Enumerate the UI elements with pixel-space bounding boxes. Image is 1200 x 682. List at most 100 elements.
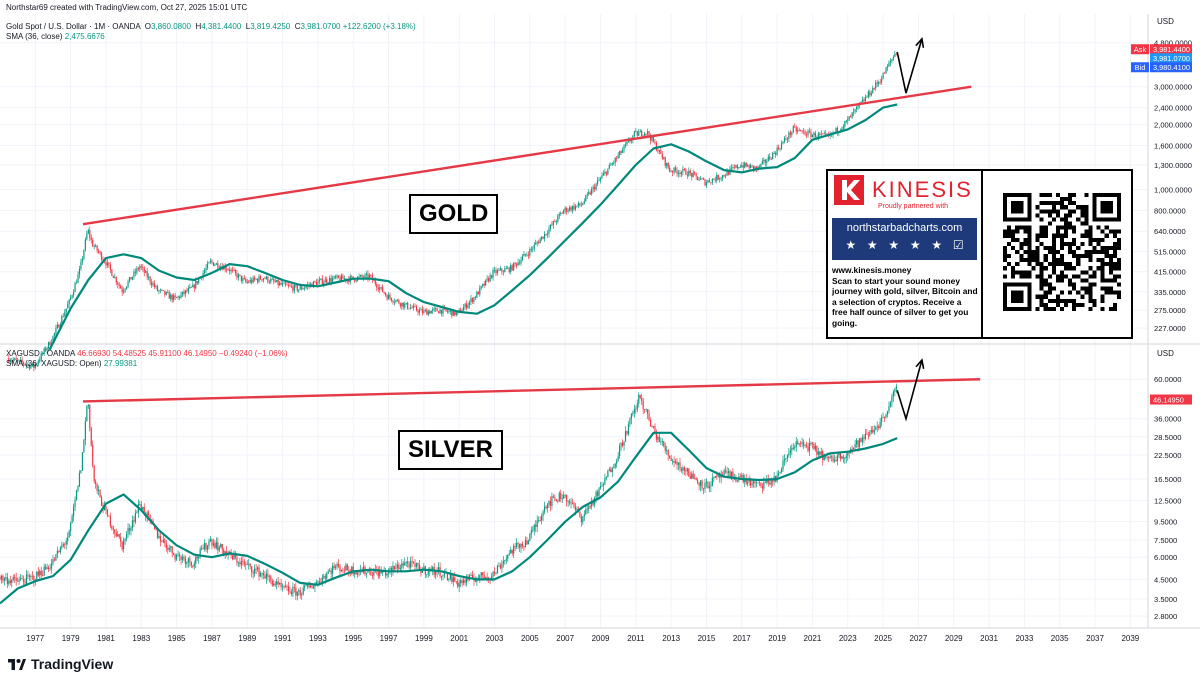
silver-low: 45.91100 [148,349,182,358]
gold-candle [521,256,524,260]
gold-candle [292,286,294,291]
silver-candle [607,470,609,478]
gold-candle [635,131,637,133]
gold-candle [417,310,419,313]
gold-y-tick: 640.0000 [1154,227,1186,236]
silver-candle [663,441,665,447]
silver-candle [698,482,700,486]
silver-candle [636,403,638,410]
tradingview-logo[interactable]: TradingView [8,656,113,672]
silver-candle [523,546,525,548]
silver-candle [576,508,578,511]
gold-candle [198,278,200,284]
gold-projection-arrow[interactable] [896,38,923,94]
silver-candle [667,450,669,456]
silver-candle [586,508,588,510]
silver-sma-label: SMA (36, XAGUSD: Open) [6,359,102,368]
gold-y-tick: 3,000.0000 [1154,83,1192,92]
silver-candle [449,574,451,579]
silver-candle [348,569,350,572]
silver-candle [471,574,474,579]
silver-candle [713,477,715,479]
gold-candle [804,131,806,135]
ad-text-line[interactable]: www.kinesis.money [832,265,912,275]
gold-candle [704,179,706,186]
gold-candle [567,210,569,212]
gold-candle [564,207,566,211]
silver-candle [619,445,621,457]
silver-candle [564,494,566,496]
silver-legend: XAGUSD · OANDA 46.66930 54.48525 45.9110… [6,349,287,358]
x-tick: 2021 [804,634,822,643]
gold-candle [299,286,301,290]
gold-candle [654,141,656,143]
ad-partner-text: Proudly partnered with [878,203,949,210]
silver-candle [883,417,886,418]
silver-candle [15,577,17,581]
silver-projection-arrow[interactable] [896,359,923,422]
silver-candle [295,587,297,596]
gold-candle [152,283,154,285]
silver-y-tick: 2.8000 [1154,612,1177,621]
gold-candle [30,365,32,369]
silver-candle [794,446,796,449]
gold-candle [354,278,356,282]
gold-candle [359,275,362,277]
gold-candle [552,221,554,226]
silver-candle [872,430,874,433]
silver-candle [56,550,58,555]
silver-candle [86,406,88,422]
silver-candle [589,506,591,507]
gold-candle [667,162,669,168]
silver-candle [817,451,819,455]
gold-candle [136,268,138,273]
silver-candle [585,509,587,515]
silver-candle [159,536,162,542]
gold-candle [233,269,235,271]
silver-candle [710,485,712,487]
silver-candle [486,576,488,578]
ad-text-line: going. [832,317,858,328]
gold-candle [75,282,78,284]
silver-candle [17,580,19,582]
silver-candle [432,567,434,570]
silver-candle [42,575,44,576]
silver-candle [262,573,265,576]
silver-candle [198,557,200,559]
gold-candle [620,151,622,153]
silver-candle [3,578,6,581]
gold-candle [836,128,839,133]
silver-candle [289,591,291,592]
gold-candle [153,283,156,287]
qr-code-icon[interactable] [1003,193,1121,311]
gold-candle [22,362,25,365]
silver-trendline[interactable] [82,378,981,403]
x-tick: 1991 [274,634,292,643]
silver-candle [516,543,518,547]
gold-candle [672,171,674,173]
gold-candle [813,132,815,136]
gold-candle [442,307,444,314]
ad-site[interactable]: northstarbadcharts.com [846,222,963,234]
gold-candle [158,290,160,292]
gold-trendline[interactable] [82,85,972,226]
silver-candle [613,467,615,469]
gold-candle [458,309,460,312]
gold-candle [780,143,783,149]
gold-y-tick: 227.0000 [1154,324,1186,333]
gold-candle [476,291,478,298]
x-tick: 1997 [380,634,398,643]
silver-high: 54.48525 [112,349,147,358]
silver-candle [863,437,865,439]
silver-candle [367,570,369,573]
silver-candle [201,548,203,549]
silver-candle [524,540,527,548]
silver-candle [660,441,662,443]
silver-candle [573,502,575,507]
gold-candle [90,237,92,241]
silver-candle [623,441,625,446]
gold-candle [866,96,868,98]
silver-candle [582,516,584,523]
kinesis-ad[interactable]: KINESIS Proudly partnered with northstar… [826,169,1133,339]
